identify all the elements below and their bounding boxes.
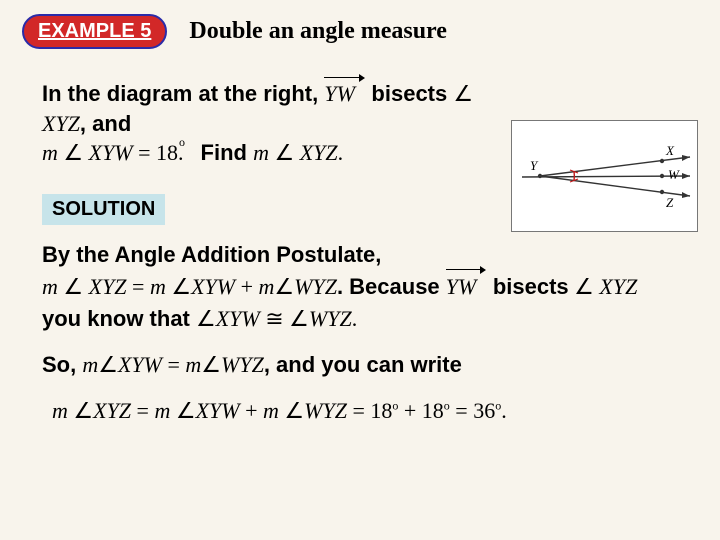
p1-a4: XYZ	[599, 274, 637, 299]
intro-t3: , and	[80, 111, 131, 136]
p1-cong: ≅	[265, 306, 289, 331]
example-badge: EXAMPLE 5	[22, 14, 167, 49]
p2-so: So,	[42, 352, 82, 377]
p3-a1: XYZ	[93, 398, 131, 423]
solution-label: SOLUTION	[42, 194, 165, 225]
p1-m2: m	[150, 274, 166, 299]
p2-eq: =	[167, 352, 185, 377]
p3-m2: m	[154, 398, 170, 423]
p2-tail: , and you can write	[264, 352, 462, 377]
p3-m3: m	[263, 398, 279, 423]
eq1: = 18.	[138, 140, 183, 165]
p2-a1: XYW	[118, 352, 162, 377]
p1-bisects: bisects	[493, 274, 569, 299]
p1-a3: WYZ	[294, 274, 337, 299]
p3-eq3: = 36	[455, 398, 495, 423]
svg-text:Y: Y	[530, 158, 539, 173]
p1-m1: m	[42, 274, 58, 299]
p1-a6: WYZ	[309, 306, 352, 331]
problem-statement: In the diagram at the right, YW bisects …	[42, 79, 502, 168]
p3-eq2: = 18	[352, 398, 392, 423]
p3-a2: XYW	[196, 398, 240, 423]
svg-text:X: X	[665, 143, 675, 158]
angsym-p1-1: ∠	[63, 274, 83, 299]
p3-eq1: =	[137, 398, 155, 423]
intro-t2: bisects	[371, 81, 453, 106]
angsym-p3-2: ∠	[176, 398, 196, 423]
header: EXAMPLE 5 Double an angle measure	[0, 0, 720, 49]
ray-YW-2: YW	[446, 271, 477, 303]
p3-d1: o	[392, 398, 398, 412]
angle-sym-1: ∠	[453, 81, 473, 106]
angsym-p1-4: ∠	[574, 274, 594, 299]
deg1: o	[179, 135, 185, 149]
p3-m1: m	[52, 398, 68, 423]
angsym-p3-1: ∠	[73, 398, 93, 423]
ray-YW: YW	[324, 79, 355, 109]
angsym-p3-3: ∠	[284, 398, 304, 423]
angsym-p1-5: ∠	[196, 306, 216, 331]
find: Find	[201, 140, 254, 165]
angle-XYW-1: XYW	[89, 140, 133, 165]
example-title: Double an angle measure	[189, 18, 447, 45]
angle-sym-2: ∠	[63, 140, 83, 165]
angsym-p2-2: ∠	[201, 352, 221, 377]
m2: m	[253, 140, 269, 165]
p1-m3: m	[259, 274, 275, 299]
solution-para-3: m ∠XYZ = m ∠XYW + m ∠WYZ = 18o + 18o = 3…	[52, 395, 690, 427]
m1: m	[42, 140, 58, 165]
p3-plus2: + 18	[404, 398, 444, 423]
p1-l1: By the Angle Addition Postulate,	[42, 242, 381, 267]
angsym-p1-2: ∠	[171, 274, 191, 299]
solution-para-2: So, m∠XYW = m∠WYZ, and you can write	[42, 349, 690, 381]
angle-sym-3: ∠	[274, 140, 294, 165]
p1-because: . Because	[337, 274, 446, 299]
dot: .	[338, 140, 344, 165]
p1-know: you know that	[42, 306, 196, 331]
angsym-p1-3: ∠	[274, 274, 294, 299]
p1-a1: XYZ	[89, 274, 127, 299]
p1-end: .	[352, 306, 358, 331]
angsym-p1-6: ∠	[289, 306, 309, 331]
p1-a5: XYW	[216, 306, 260, 331]
p3-end: .	[501, 398, 507, 423]
intro-t1: In the diagram at the right,	[42, 81, 324, 106]
svg-text:Z: Z	[666, 195, 674, 210]
p1-plus: +	[241, 274, 259, 299]
p1-eq: =	[132, 274, 150, 299]
p2-m2: m	[185, 352, 201, 377]
solution-para-1: By the Angle Addition Postulate, m ∠ XYZ…	[42, 239, 690, 335]
p3-a3: WYZ	[304, 398, 347, 423]
diagram-svg: Y X W Z	[512, 121, 697, 231]
angle-XYZ-2: XYZ	[300, 140, 338, 165]
p3-plus: +	[245, 398, 263, 423]
p2-a2: WYZ	[221, 352, 264, 377]
p3-d2: o	[444, 398, 450, 412]
p1-a2: XYW	[191, 274, 235, 299]
p2-m1: m	[82, 352, 98, 377]
svg-text:W: W	[668, 167, 680, 182]
angle-diagram: Y X W Z	[511, 120, 698, 232]
angle-XYZ-1: XYZ	[42, 111, 80, 136]
angsym-p2-1: ∠	[98, 352, 118, 377]
